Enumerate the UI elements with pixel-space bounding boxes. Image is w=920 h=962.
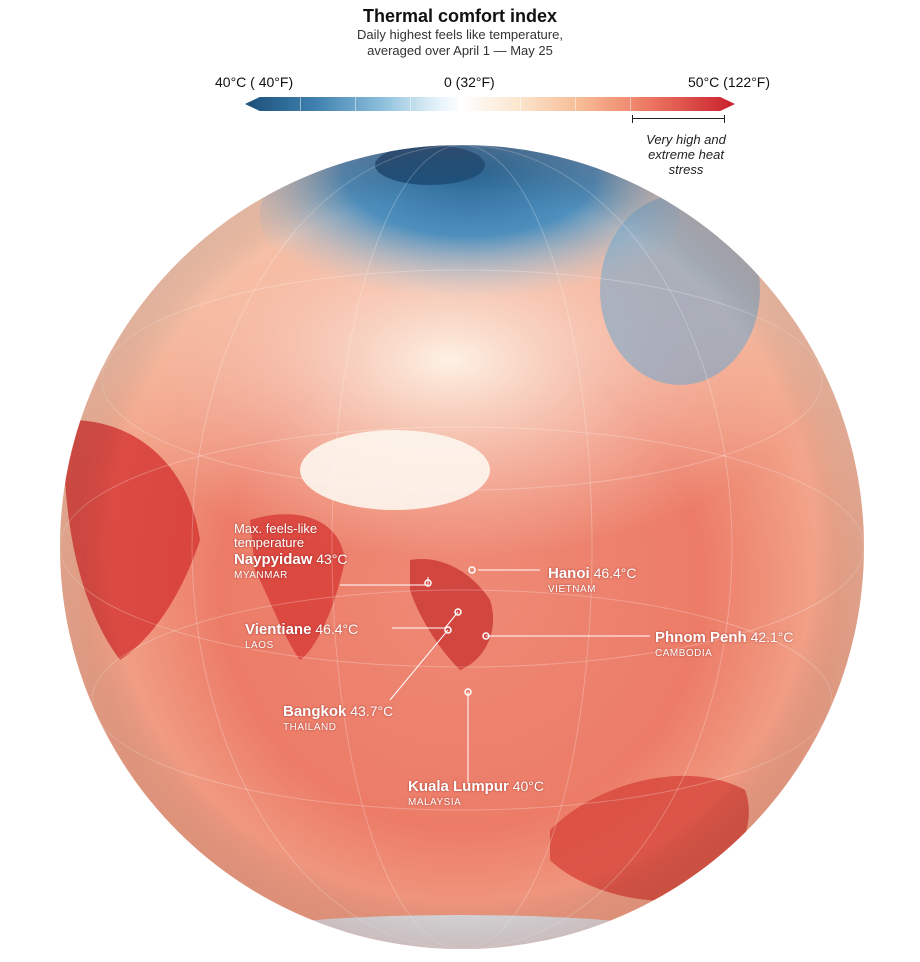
note-line-2: temperature — [234, 535, 305, 550]
marker-kuala-lumpur — [464, 688, 472, 696]
globe-rim-shade — [60, 145, 864, 949]
heat-stress-bracket — [632, 115, 725, 123]
city-country: LAOS — [245, 640, 274, 651]
legend-bar-tick — [630, 97, 631, 111]
marker-vientiane — [454, 608, 462, 616]
city-name: Vientiane — [245, 621, 312, 638]
city-label-phnom-penh: Phnom Penh 42.1°C CAMBODIA — [655, 630, 794, 661]
map-subtitle-line-1: Daily highest feels like temperature, — [357, 27, 563, 42]
city-country: VIETNAM — [548, 584, 596, 595]
city-label-kuala-lumpur: Kuala Lumpur 40°C MALAYSIA — [408, 779, 544, 810]
marker-phnom-penh — [482, 632, 490, 640]
city-name: Naypyidaw — [234, 551, 313, 568]
city-name: Hanoi — [548, 565, 590, 582]
city-temp: 42.1°C — [750, 629, 794, 645]
max-feels-like-note: Max. feels-like temperature — [234, 522, 317, 550]
city-label-naypyidaw: Naypyidaw 43°C MYANMAR — [234, 552, 348, 583]
legend-low-label: 40°C ( 40°F) — [215, 74, 294, 90]
city-country: MALAYSIA — [408, 797, 462, 808]
legend-bar-tick — [355, 97, 356, 111]
city-temp: 43.7°C — [350, 703, 394, 719]
city-temp: 43°C — [316, 551, 348, 567]
legend-bar-tick — [520, 97, 521, 111]
heat-stress-line-2: extreme heat — [648, 147, 724, 162]
legend-bar-tick — [410, 97, 411, 111]
marker-naypyidaw — [424, 579, 432, 587]
legend-bar-tick — [465, 97, 466, 111]
city-name: Bangkok — [283, 703, 347, 720]
legend-color-bar — [245, 97, 735, 111]
city-country: THAILAND — [283, 722, 337, 733]
map-title: Thermal comfort index — [362, 6, 558, 26]
city-markers — [424, 566, 490, 696]
map-header: Thermal comfort index Daily highest feel… — [0, 6, 920, 59]
city-label-bangkok: Bangkok 43.7°C THAILAND — [283, 704, 393, 735]
city-label-vientiane: Vientiane 46.4°C LAOS — [245, 622, 358, 653]
map-subtitle-line-2: averaged over April 1 — May 25 — [367, 43, 553, 58]
heat-stress-label: Very high and extreme heat stress — [626, 132, 746, 177]
city-name: Phnom Penh — [655, 629, 747, 646]
city-country: MYANMAR — [234, 570, 288, 581]
note-line-1: Max. feels-like — [234, 521, 318, 536]
legend-high-label: 50°C (122°F) — [688, 74, 771, 90]
legend-bar-tick — [300, 97, 301, 111]
city-temp: 46.4°C — [593, 565, 637, 581]
city-temp: 46.4°C — [315, 621, 359, 637]
city-temp: 40°C — [512, 778, 545, 794]
leader-lines — [340, 569, 650, 784]
marker-bangkok — [444, 626, 452, 634]
color-legend: 40°C ( 40°F) 0 (32°F) 50°C (122°F) Very … — [0, 0, 920, 200]
city-label-hanoi: Hanoi 46.4°C VIETNAM — [548, 566, 637, 597]
legend-mid-label: 0 (32°F) — [444, 74, 495, 90]
city-country: CAMBODIA — [655, 648, 713, 659]
marker-hanoi — [468, 566, 476, 574]
heat-stress-line-1: Very high and — [646, 132, 726, 147]
heat-stress-line-3: stress — [668, 162, 704, 177]
city-name: Kuala Lumpur — [408, 778, 509, 795]
legend-bar-tick — [575, 97, 576, 111]
